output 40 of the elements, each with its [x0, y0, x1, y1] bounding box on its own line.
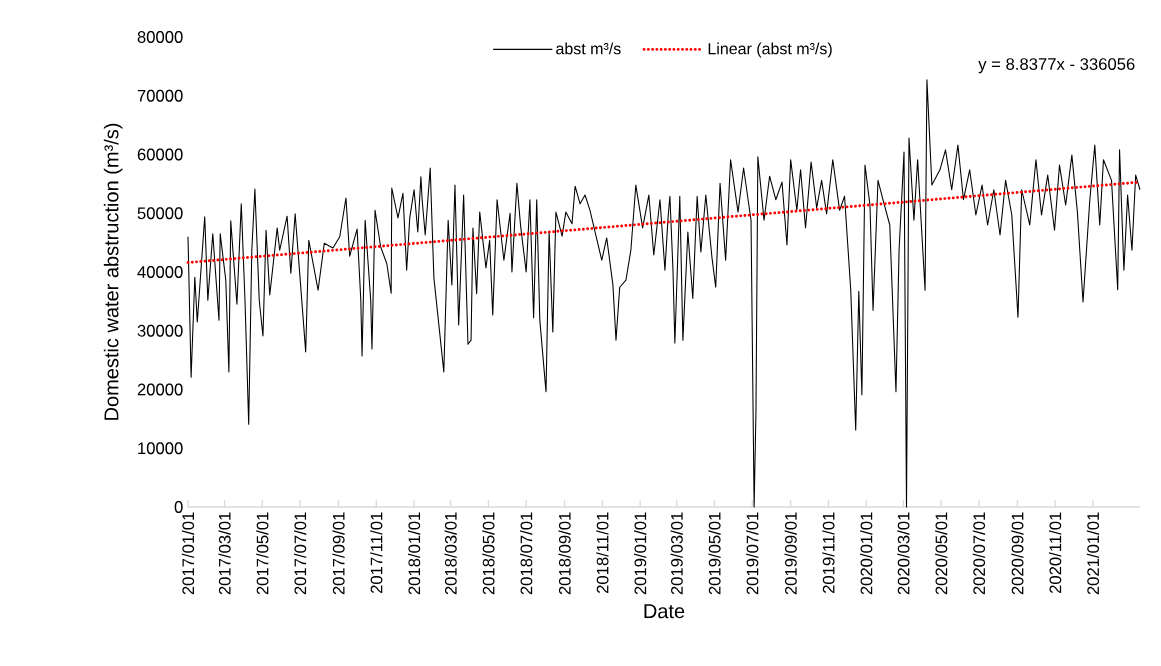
y-tick-label: 40000: [137, 266, 183, 278]
x-tick-label: 2020/07/01: [972, 512, 986, 595]
x-tick-label: 2019/05/01: [708, 512, 721, 595]
x-tick-label: 2017/09/01: [332, 512, 345, 595]
x-axis-title: Date: [644, 604, 685, 619]
x-tick-label: 2020/05/01: [935, 512, 948, 595]
x-tick-label: 2019/11/01: [822, 512, 835, 594]
x-tick-label: 2017/11/01: [370, 512, 383, 594]
x-tick-label: 2018/07/01: [520, 512, 533, 595]
x-tick-label: 2019/09/01: [784, 512, 797, 595]
y-tick-label: 20000: [137, 383, 183, 396]
x-tick-label: 2018/05/01: [482, 512, 495, 595]
x-tick-label: 2020/09/01: [1011, 512, 1024, 595]
x-tick-label: 2018/03/01: [444, 512, 457, 595]
y-tick-label: 80000: [137, 31, 183, 43]
x-tick-label: 2017/03/01: [218, 512, 231, 595]
x-tick-label: 2021/01/01: [1086, 512, 1100, 595]
x-tick-label: 2018/01/01: [407, 512, 421, 595]
x-tick-label: 2018/09/01: [558, 512, 571, 595]
legend-label: abst m³/s: [556, 42, 621, 55]
x-tick-label: 2019/07/01: [746, 512, 759, 595]
y-tick-label: 50000: [137, 207, 183, 220]
x-tick-label: 2018/11/01: [596, 512, 609, 594]
y-tick-label: 70000: [137, 89, 183, 102]
y-tick-label: 60000: [137, 148, 183, 161]
x-tick-label: 2019/01/01: [634, 512, 647, 595]
line-series: [187, 79, 1141, 508]
y-tick-label: 0: [174, 501, 183, 513]
legend-label: Linear (abst m³/s): [708, 42, 832, 58]
x-tick-label: 2017/01/01: [181, 512, 195, 595]
x-tick-label: 2020/11/01: [1049, 512, 1062, 594]
x-tick-label: 2017/05/01: [256, 512, 269, 595]
annotation: y = 8.8377x - 336056: [978, 58, 1135, 74]
y-tick-label: 10000: [138, 442, 183, 455]
x-tick-label: 2020/01/01: [860, 512, 873, 595]
y-axis-title: Domestic water abstruction (m³/s): [103, 123, 123, 420]
y-tick-label: 30000: [137, 324, 183, 337]
x-tick-label: 2019/03/01: [670, 512, 683, 595]
x-tick-label: 2020/03/01: [897, 512, 910, 595]
x-tick-label: 2017/07/01: [293, 512, 307, 595]
